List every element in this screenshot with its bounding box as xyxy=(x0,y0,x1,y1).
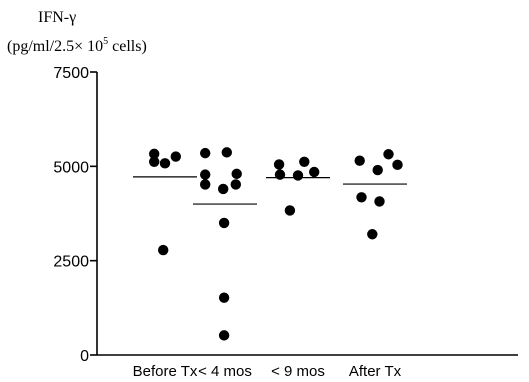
y-axis-label-line2-end: cells) xyxy=(108,38,147,55)
y-axis-label: IFN-γ (pg/ml/2.5× 105 cells) xyxy=(7,9,147,55)
data-point xyxy=(221,147,232,158)
data-point xyxy=(274,169,286,180)
data-point xyxy=(273,159,285,170)
data-point xyxy=(372,164,383,176)
x-tick-labels: Before Tx < 4 mos < 9 mos After Tx xyxy=(133,363,402,380)
data-point xyxy=(218,292,230,303)
data-point xyxy=(284,205,296,216)
x-tick-label: < 9 mos xyxy=(271,363,325,380)
data-point xyxy=(367,229,378,240)
data-point xyxy=(356,192,367,203)
axes xyxy=(96,72,518,356)
data-point xyxy=(354,155,365,166)
y-ticks: 0 2500 5000 7500 xyxy=(53,65,97,365)
data-point xyxy=(299,156,310,168)
data-point xyxy=(231,168,242,180)
y-axis-label-line1: IFN-γ xyxy=(38,9,76,26)
data-point xyxy=(149,156,160,168)
y-tick-label: 2500 xyxy=(53,254,89,271)
data-point xyxy=(218,330,230,341)
x-tick-label: < 4 mos xyxy=(198,363,252,380)
data-point xyxy=(309,166,320,178)
x-tick-label: After Tx xyxy=(349,363,402,380)
data-point xyxy=(218,183,229,195)
data-point xyxy=(383,149,394,160)
data-point xyxy=(149,148,160,160)
x-tick-label: Before Tx xyxy=(133,363,198,380)
y-axis-label-line2-start: (pg/ml/2.5× 10 xyxy=(7,38,103,55)
data-point xyxy=(230,179,241,190)
y-axis-label-superscript: 5 xyxy=(103,36,108,47)
data-point xyxy=(159,158,171,169)
data-point xyxy=(200,147,211,159)
data-point xyxy=(200,169,211,180)
y-tick-label: 5000 xyxy=(53,159,89,176)
data-point xyxy=(374,196,385,207)
data-points xyxy=(149,147,403,341)
data-point xyxy=(218,217,230,229)
y-tick-label: 0 xyxy=(80,348,89,365)
data-point xyxy=(170,151,181,162)
y-tick-label: 7500 xyxy=(53,65,89,82)
data-point xyxy=(200,179,211,190)
data-point xyxy=(292,170,304,181)
data-point xyxy=(158,244,169,256)
data-point xyxy=(392,159,403,171)
y-axis-label-line2: (pg/ml/2.5× 105 cells) xyxy=(7,36,147,55)
